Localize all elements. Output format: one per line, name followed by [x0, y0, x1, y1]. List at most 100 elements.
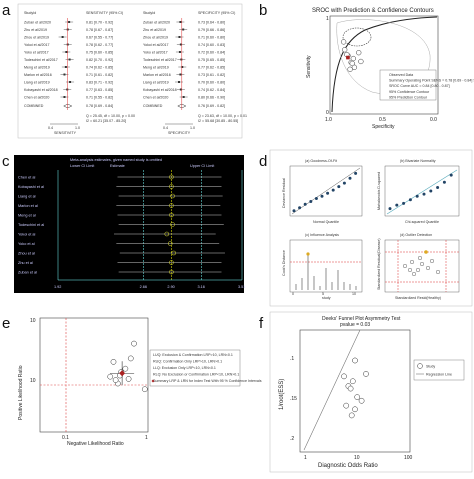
- d-bn-point: [449, 173, 453, 177]
- d-bn-title: (b) Bivariate Normality: [400, 159, 436, 163]
- a-right-header-study: StudyId: [143, 11, 155, 15]
- d-gof-point: [337, 185, 341, 189]
- b-legend-item: 95% Confidence Contour: [389, 90, 430, 94]
- b-summary-point: [346, 55, 350, 60]
- a-right-ci-text: 0.72 [0.60 - 0.84]: [198, 51, 225, 55]
- a-right-ci-text: 0.70 [0.60 - 0.80]: [198, 81, 225, 85]
- a-left-ci-text: 0.74 [0.62 - 0.85]: [86, 66, 113, 70]
- a-right-axis-label: SPECIFICITY: [168, 131, 191, 135]
- f-ticks: 1 10 100 .1 .15 .2: [290, 356, 413, 461]
- panel-a: StudyId SENSITIVITY (95% CI) Zuban et al…: [17, 3, 247, 139]
- d-gof-point: [298, 206, 302, 210]
- f-legend-box: [413, 359, 465, 381]
- f-study-point: [354, 394, 361, 400]
- a-left-point: [69, 81, 72, 83]
- c-estimate: [164, 231, 170, 237]
- a-right-point: [182, 96, 185, 98]
- d-bn-point: [429, 189, 433, 193]
- f-study-point: [363, 371, 369, 377]
- d-gof-ref-line: [291, 167, 361, 215]
- f-study-point: [347, 385, 354, 392]
- a-left-ci-text: 0.82 [0.70 - 0.92]: [86, 58, 113, 62]
- f-regression-line: [303, 329, 361, 451]
- d-gof-points: [292, 171, 358, 213]
- e-legend-summary-marker: [151, 379, 155, 383]
- f-legend-regression: Regression Line: [426, 373, 452, 377]
- b-x-right: 0.0: [430, 117, 437, 123]
- a-right-rows: Zuban et al/2020 0.73 [0.64 - 0.80] Zhu et…: [143, 18, 225, 110]
- e-study-point: [125, 376, 132, 382]
- c-study-label: Marlon et al: [18, 204, 38, 208]
- e-plot-frame: [39, 317, 149, 433]
- a-right-point: [181, 66, 184, 68]
- a-right-ci-text: 0.73 [0.61 - 0.82]: [198, 73, 225, 77]
- f-ylabel: 1/root(ESS): [279, 379, 285, 410]
- d-inf-title: (c) Influence Analysis: [305, 233, 339, 237]
- a-left-point: [66, 88, 69, 91]
- a-right-study-label: Liang et al/2019: [143, 81, 169, 85]
- d-gof-point: [331, 188, 335, 192]
- f-pvalue: pvalue = 0.03: [340, 322, 370, 328]
- b-ylabel: Sensitivity: [306, 55, 312, 78]
- a-left-ci-text: 0.78 [0.62 - 0.77]: [86, 43, 113, 47]
- a-left-ci-text: 0.83 [0.71 - 0.92]: [86, 81, 113, 85]
- d-bn-point: [422, 192, 426, 196]
- b-sroc-curve: [331, 16, 438, 113]
- c-study-label: Zhu et al: [18, 261, 33, 265]
- e-x-max: 1: [145, 435, 148, 441]
- e-y-mid: 10: [30, 378, 36, 384]
- a-right-point: [178, 81, 180, 83]
- d-bn-point: [436, 185, 440, 189]
- d-out-point: [416, 268, 421, 273]
- f-y-tick: .2: [290, 436, 294, 442]
- a-right-q: Q = 23.63, df = 10.00, p = 0.01: [198, 114, 247, 118]
- d-bn-ref-line: [386, 169, 458, 215]
- f-title: Deeks' Funnel Plot Asymmetry Test: [322, 316, 401, 322]
- b-legend-item: SROC Curve AUC = 0.84 [0.80 - 0.87]: [389, 84, 450, 88]
- a-left-i2: I2 = 60.21 [35.07 - 85.20]: [86, 119, 126, 123]
- f-y-tick: .15: [290, 396, 297, 402]
- a-left-study-label: Marlon et al/2016: [24, 73, 52, 77]
- d-inf-tick: 10: [352, 292, 356, 296]
- e-study-point: [131, 340, 137, 347]
- a-right-ci-text: 0.71 [0.60 - 0.80]: [198, 36, 225, 40]
- a-left-study-label: Zhou et al/2019: [24, 36, 49, 40]
- b-legend-item: 95% Prediction Contour: [389, 95, 428, 99]
- a-left-study-label: Todeschini et al/2017: [24, 58, 58, 62]
- f-legend-study: Study: [426, 365, 435, 369]
- d-out-point: [418, 256, 423, 261]
- d-out-xlabel: Standardized Resid(Healthy): [395, 296, 441, 300]
- a-left-axis-max: 1.0: [75, 126, 80, 130]
- a-right-ci-text: 0.80 [0.66 - 0.90]: [198, 96, 225, 100]
- a-left-ci-text: 0.71 [0.55 - 0.82]: [86, 96, 113, 100]
- d-bn-ylabel: Mahalanobis D-squared: [377, 172, 381, 210]
- c-study-label: Yoko et al: [18, 242, 35, 246]
- f-study-point: [343, 402, 350, 409]
- a-left-study-label: Chen et al/2020: [24, 96, 49, 100]
- a-left-axis-label: SENSITIVITY: [54, 131, 77, 135]
- f-plot-frame: [299, 329, 411, 453]
- d-gof-point: [292, 209, 296, 213]
- d-gof-ylabel: Deviance Residual: [282, 178, 286, 208]
- d-out-title: (d) Outlier Detection: [400, 233, 432, 237]
- d-bn-point: [415, 194, 419, 198]
- e-study-point: [110, 358, 117, 365]
- a-right-ci-text: 0.75 [0.65 - 0.85]: [198, 58, 225, 62]
- c-estimate: [170, 222, 175, 227]
- d-out-frame: [384, 239, 460, 293]
- e-study-point: [122, 365, 129, 372]
- a-right-study-label: Meng et al/2019: [143, 66, 169, 70]
- panel-label-e: e: [2, 315, 10, 332]
- a-right-point: [179, 21, 182, 23]
- a-right-study-label: Kobayashi et al/2018: [143, 88, 177, 92]
- a-right-ci-text: 0.77 [0.62 - 0.85]: [198, 66, 225, 70]
- d-gof-point: [314, 196, 318, 200]
- a-left-study-label: Kobayashi et al/2018: [24, 88, 58, 92]
- d-bn-point: [442, 180, 446, 184]
- a-right-point: [179, 88, 182, 91]
- a-right-ci-text: 0.74 [0.62 - 0.84]: [198, 88, 225, 92]
- c-tick-label: 3.51: [238, 285, 245, 289]
- d-inf-xlabel: study: [322, 296, 331, 300]
- d-gof-point: [348, 176, 352, 180]
- d-out-points: [403, 250, 441, 277]
